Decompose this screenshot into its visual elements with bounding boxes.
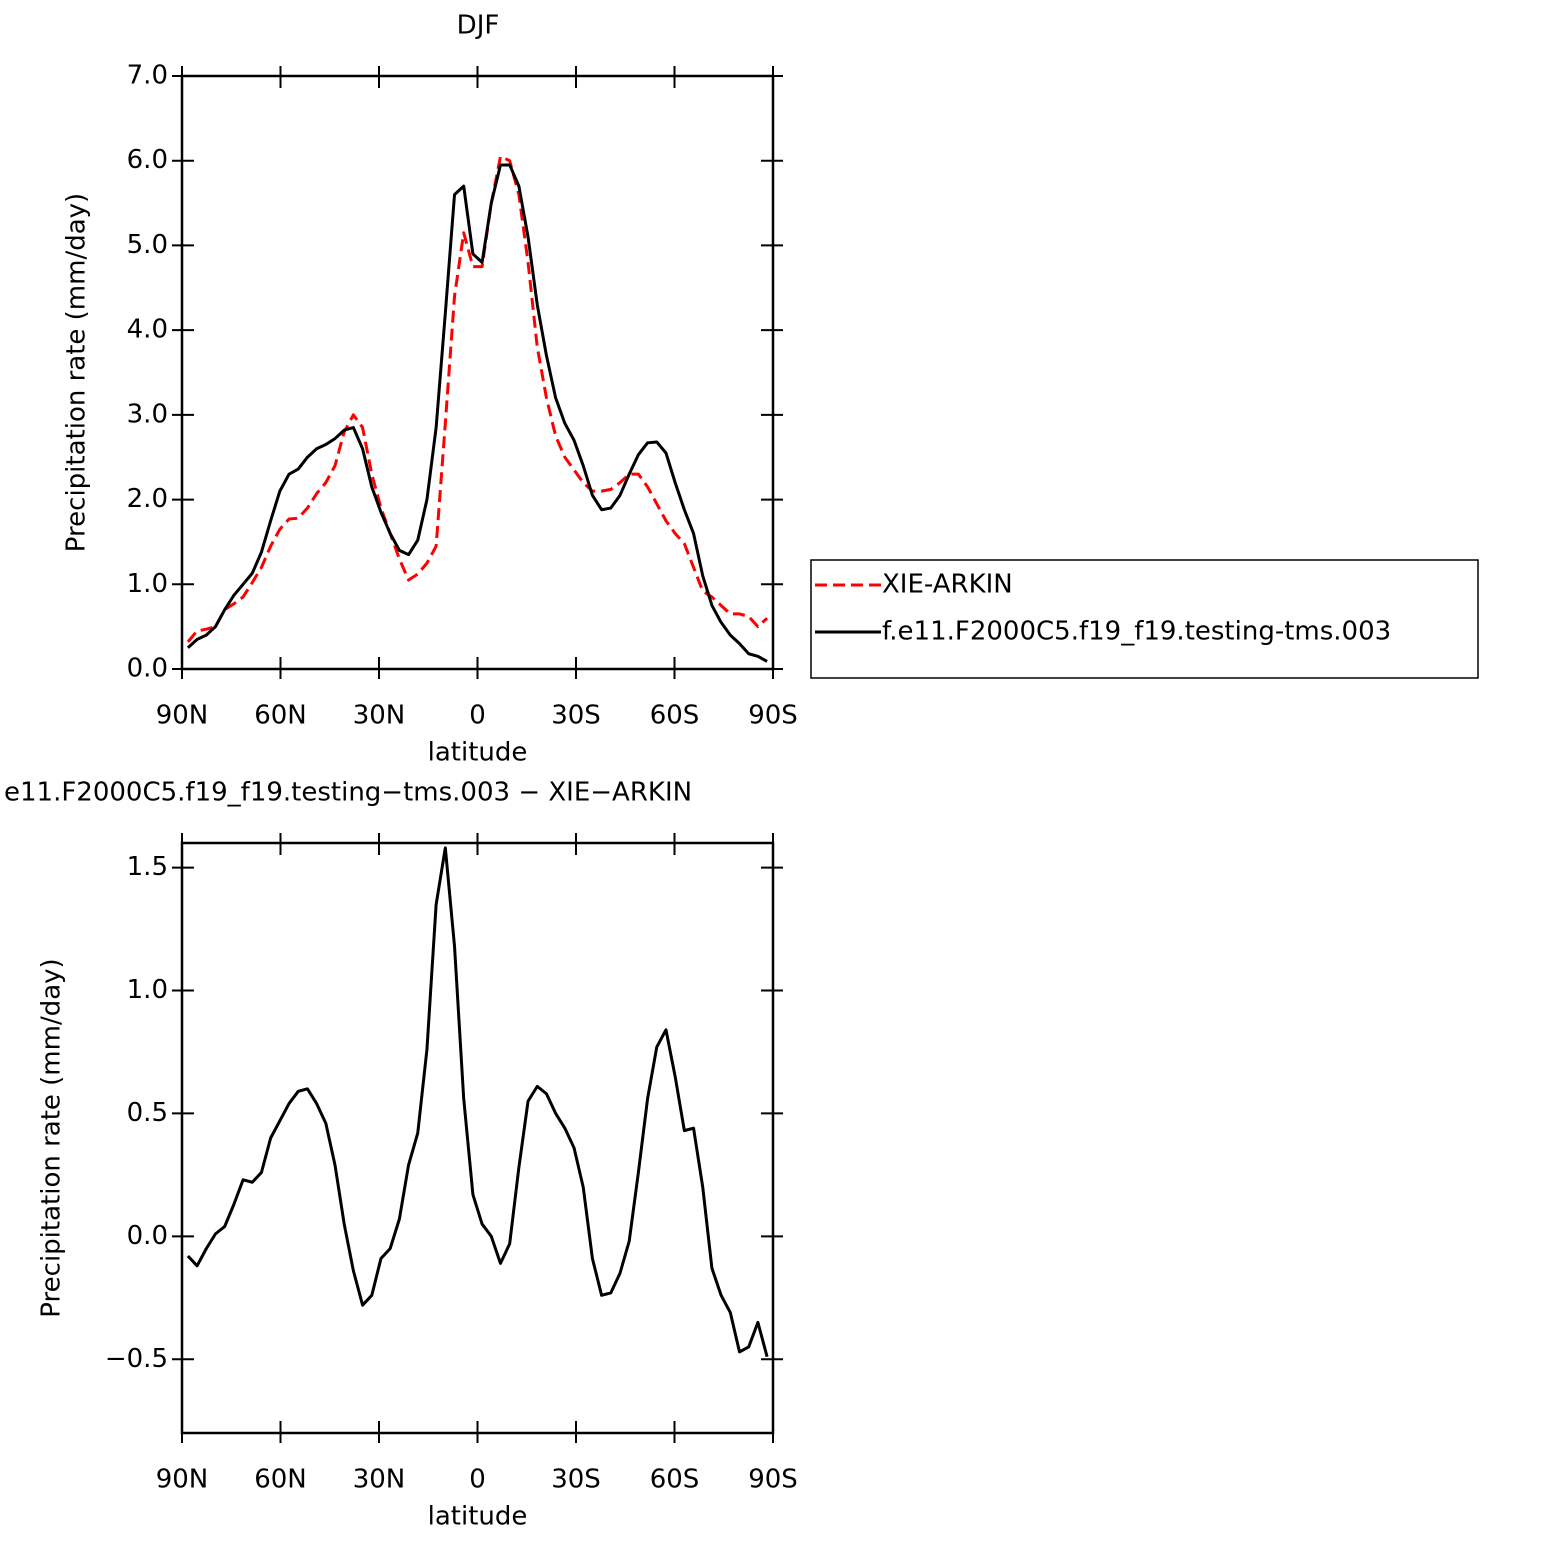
legend-label: XIE-ARKIN [882,570,1013,600]
y-tick-label: 0.5 [127,1098,168,1128]
y-tick-label: 2.0 [127,484,168,514]
y-tick-label: 3.0 [127,399,168,429]
x-tick-label: 30N [353,701,406,731]
y-axis-label: Precipitation rate (mm/day) [37,958,67,1317]
y-tick-label: 1.0 [127,975,168,1005]
legend-label: f.e11.F2000C5.f19_f19.testing-tms.003 [882,617,1391,647]
chart-title: DJF [457,11,500,41]
x-tick-label: 0 [469,1465,486,1495]
x-tick-label: 90S [748,1465,798,1495]
x-tick-label: 60N [254,1465,307,1495]
y-tick-label: −0.5 [105,1344,168,1374]
plot-frame [180,841,775,1435]
y-tick-label: 5.0 [127,230,168,260]
x-tick-label: 30N [353,1465,406,1495]
data-line [186,163,768,663]
x-tick-label: 90N [156,701,209,731]
x-tick-label: 90S [748,701,798,731]
x-tick-label: 30S [551,1465,601,1495]
x-tick-label: 0 [469,701,486,731]
x-tick-label: 60N [254,701,307,731]
y-tick-label: 0.0 [127,654,168,684]
chart-title: e11.F2000C5.f19_f19.testing−tms.003 − XI… [4,778,692,808]
legend-box [810,559,1479,679]
x-axis-label: latitude [428,1502,528,1532]
y-axis-label: Precipitation rate (mm/day) [62,193,92,552]
y-tick-label: 6.0 [127,145,168,175]
y-tick-label: 1.0 [127,569,168,599]
x-tick-label: 30S [551,701,601,731]
x-tick-label: 90N [156,1465,209,1495]
x-axis-label: latitude [428,738,528,768]
y-tick-label: 0.0 [127,1221,168,1251]
x-tick-label: 60S [650,701,700,731]
y-tick-label: 1.5 [127,852,168,882]
y-tick-label: 4.0 [127,315,168,345]
y-tick-label: 7.0 [127,61,168,91]
x-tick-label: 60S [650,1465,700,1495]
data-line [186,154,769,643]
data-line [186,846,769,1358]
plot-frame [180,74,775,671]
